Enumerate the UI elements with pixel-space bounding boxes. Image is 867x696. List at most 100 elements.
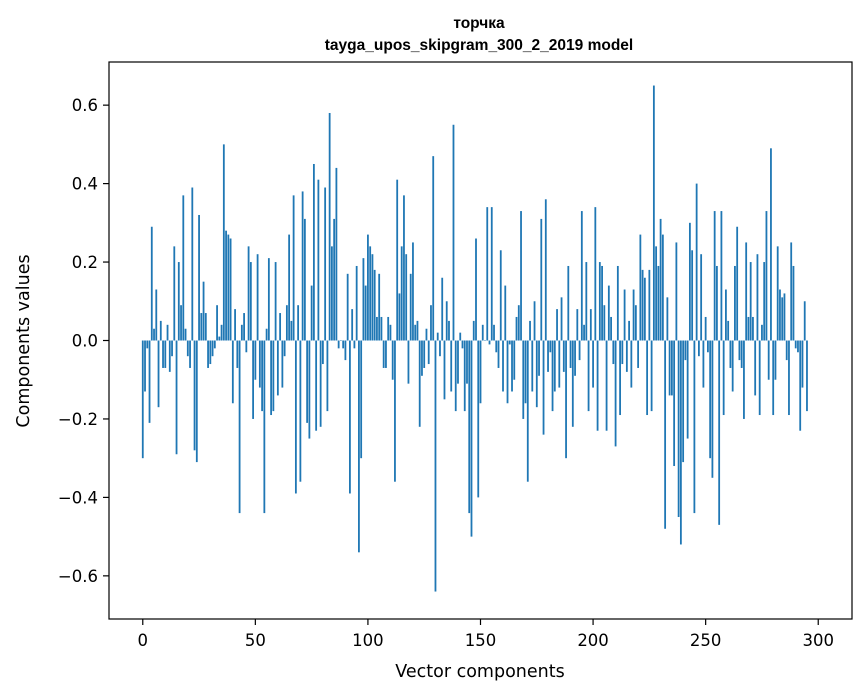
bar-component-157 bbox=[495, 340, 498, 353]
y-tick-label: 0.4 bbox=[72, 175, 98, 194]
bar-component-186 bbox=[560, 297, 563, 341]
bar-component-80 bbox=[321, 340, 324, 365]
bar-component-235 bbox=[670, 340, 673, 396]
bar-component-234 bbox=[668, 340, 671, 396]
bar-component-95 bbox=[355, 265, 358, 341]
bar-component-69 bbox=[297, 305, 300, 341]
bar-component-31 bbox=[211, 340, 214, 357]
bar-component-243 bbox=[688, 222, 691, 341]
bar-component-15 bbox=[175, 340, 178, 455]
bar-component-250 bbox=[704, 316, 707, 341]
bar-component-131 bbox=[436, 332, 439, 341]
bar-component-289 bbox=[792, 265, 795, 341]
bar-component-263 bbox=[734, 265, 736, 341]
bar-component-171 bbox=[526, 340, 529, 482]
bar-component-13 bbox=[171, 340, 173, 357]
y-tick-label: 0.2 bbox=[72, 253, 98, 272]
bar-component-191 bbox=[571, 340, 574, 427]
bar-component-49 bbox=[252, 340, 254, 419]
bar-component-5 bbox=[153, 328, 155, 341]
bar-component-115 bbox=[400, 246, 403, 341]
bar-component-231 bbox=[661, 234, 664, 341]
bar-component-163 bbox=[508, 340, 511, 345]
bar-component-111 bbox=[391, 340, 394, 380]
bar-component-1 bbox=[144, 340, 146, 392]
bar-component-30 bbox=[209, 340, 212, 365]
bar-component-160 bbox=[502, 340, 504, 392]
bar-component-109 bbox=[387, 316, 390, 341]
bar-component-202 bbox=[596, 340, 599, 431]
bar-component-117 bbox=[405, 254, 408, 341]
bar-component-45 bbox=[243, 313, 245, 341]
bar-component-288 bbox=[790, 242, 793, 341]
bar-component-217 bbox=[630, 340, 633, 388]
bar-component-225 bbox=[648, 269, 651, 341]
bar-component-110 bbox=[389, 324, 392, 341]
bar-component-44 bbox=[240, 324, 243, 341]
bar-component-149 bbox=[477, 340, 480, 498]
x-tick-label: 300 bbox=[802, 631, 834, 650]
x-tick-label: 200 bbox=[577, 631, 609, 650]
bar-component-271 bbox=[752, 316, 754, 341]
bar-component-40 bbox=[231, 340, 234, 404]
bar-component-226 bbox=[650, 340, 653, 412]
bar-component-135 bbox=[445, 301, 448, 341]
bars-group bbox=[141, 85, 808, 592]
bar-component-169 bbox=[522, 340, 525, 419]
bar-component-107 bbox=[382, 340, 385, 368]
bar-component-214 bbox=[623, 289, 626, 341]
bar-component-251 bbox=[707, 340, 709, 353]
bar-component-58 bbox=[272, 340, 275, 412]
bar-component-76 bbox=[312, 163, 315, 341]
bar-component-140 bbox=[457, 340, 459, 384]
bar-component-54 bbox=[263, 340, 266, 514]
bar-component-287 bbox=[788, 340, 790, 416]
bar-component-178 bbox=[542, 340, 545, 435]
bar-component-141 bbox=[459, 332, 462, 341]
bar-component-99 bbox=[364, 285, 367, 341]
bar-component-46 bbox=[245, 340, 248, 353]
bar-component-79 bbox=[319, 340, 322, 427]
bar-component-66 bbox=[290, 320, 293, 341]
bar-component-206 bbox=[605, 340, 608, 431]
bar-component-176 bbox=[538, 340, 540, 376]
bar-component-86 bbox=[335, 167, 338, 341]
y-tick-label: −0.2 bbox=[58, 410, 98, 429]
bar-component-203 bbox=[598, 262, 601, 341]
bar-component-53 bbox=[261, 340, 263, 412]
bar-component-126 bbox=[425, 328, 428, 341]
bar-component-276 bbox=[763, 262, 766, 341]
bar-component-223 bbox=[643, 277, 646, 341]
bar-component-146 bbox=[470, 340, 473, 537]
bar-component-89 bbox=[342, 340, 345, 349]
bar-component-266 bbox=[740, 340, 743, 368]
bar-component-143 bbox=[463, 340, 466, 412]
bar-component-138 bbox=[452, 124, 455, 341]
bar-component-196 bbox=[583, 324, 585, 341]
bar-component-124 bbox=[421, 340, 423, 376]
bar-component-59 bbox=[274, 262, 277, 341]
bar-component-38 bbox=[227, 234, 230, 341]
bar-component-50 bbox=[254, 340, 257, 380]
bar-component-104 bbox=[376, 316, 378, 341]
bar-component-170 bbox=[524, 340, 527, 404]
bar-component-209 bbox=[612, 340, 615, 365]
bar-component-142 bbox=[461, 340, 464, 349]
bar-component-73 bbox=[306, 340, 309, 423]
bar-component-41 bbox=[234, 309, 236, 341]
bar-component-278 bbox=[767, 340, 770, 380]
bar-component-77 bbox=[315, 340, 318, 431]
bar-component-292 bbox=[799, 340, 802, 431]
bar-component-162 bbox=[506, 340, 509, 404]
bar-component-29 bbox=[207, 340, 209, 368]
bar-component-282 bbox=[776, 246, 779, 341]
bar-component-74 bbox=[308, 340, 311, 439]
bar-component-6 bbox=[155, 289, 158, 341]
bar-component-240 bbox=[682, 340, 685, 463]
bar-component-136 bbox=[448, 320, 450, 341]
bar-component-167 bbox=[517, 305, 520, 341]
bar-component-220 bbox=[637, 340, 640, 368]
bar-component-175 bbox=[535, 340, 538, 408]
bar-component-122 bbox=[416, 320, 419, 341]
bar-component-33 bbox=[216, 305, 218, 341]
